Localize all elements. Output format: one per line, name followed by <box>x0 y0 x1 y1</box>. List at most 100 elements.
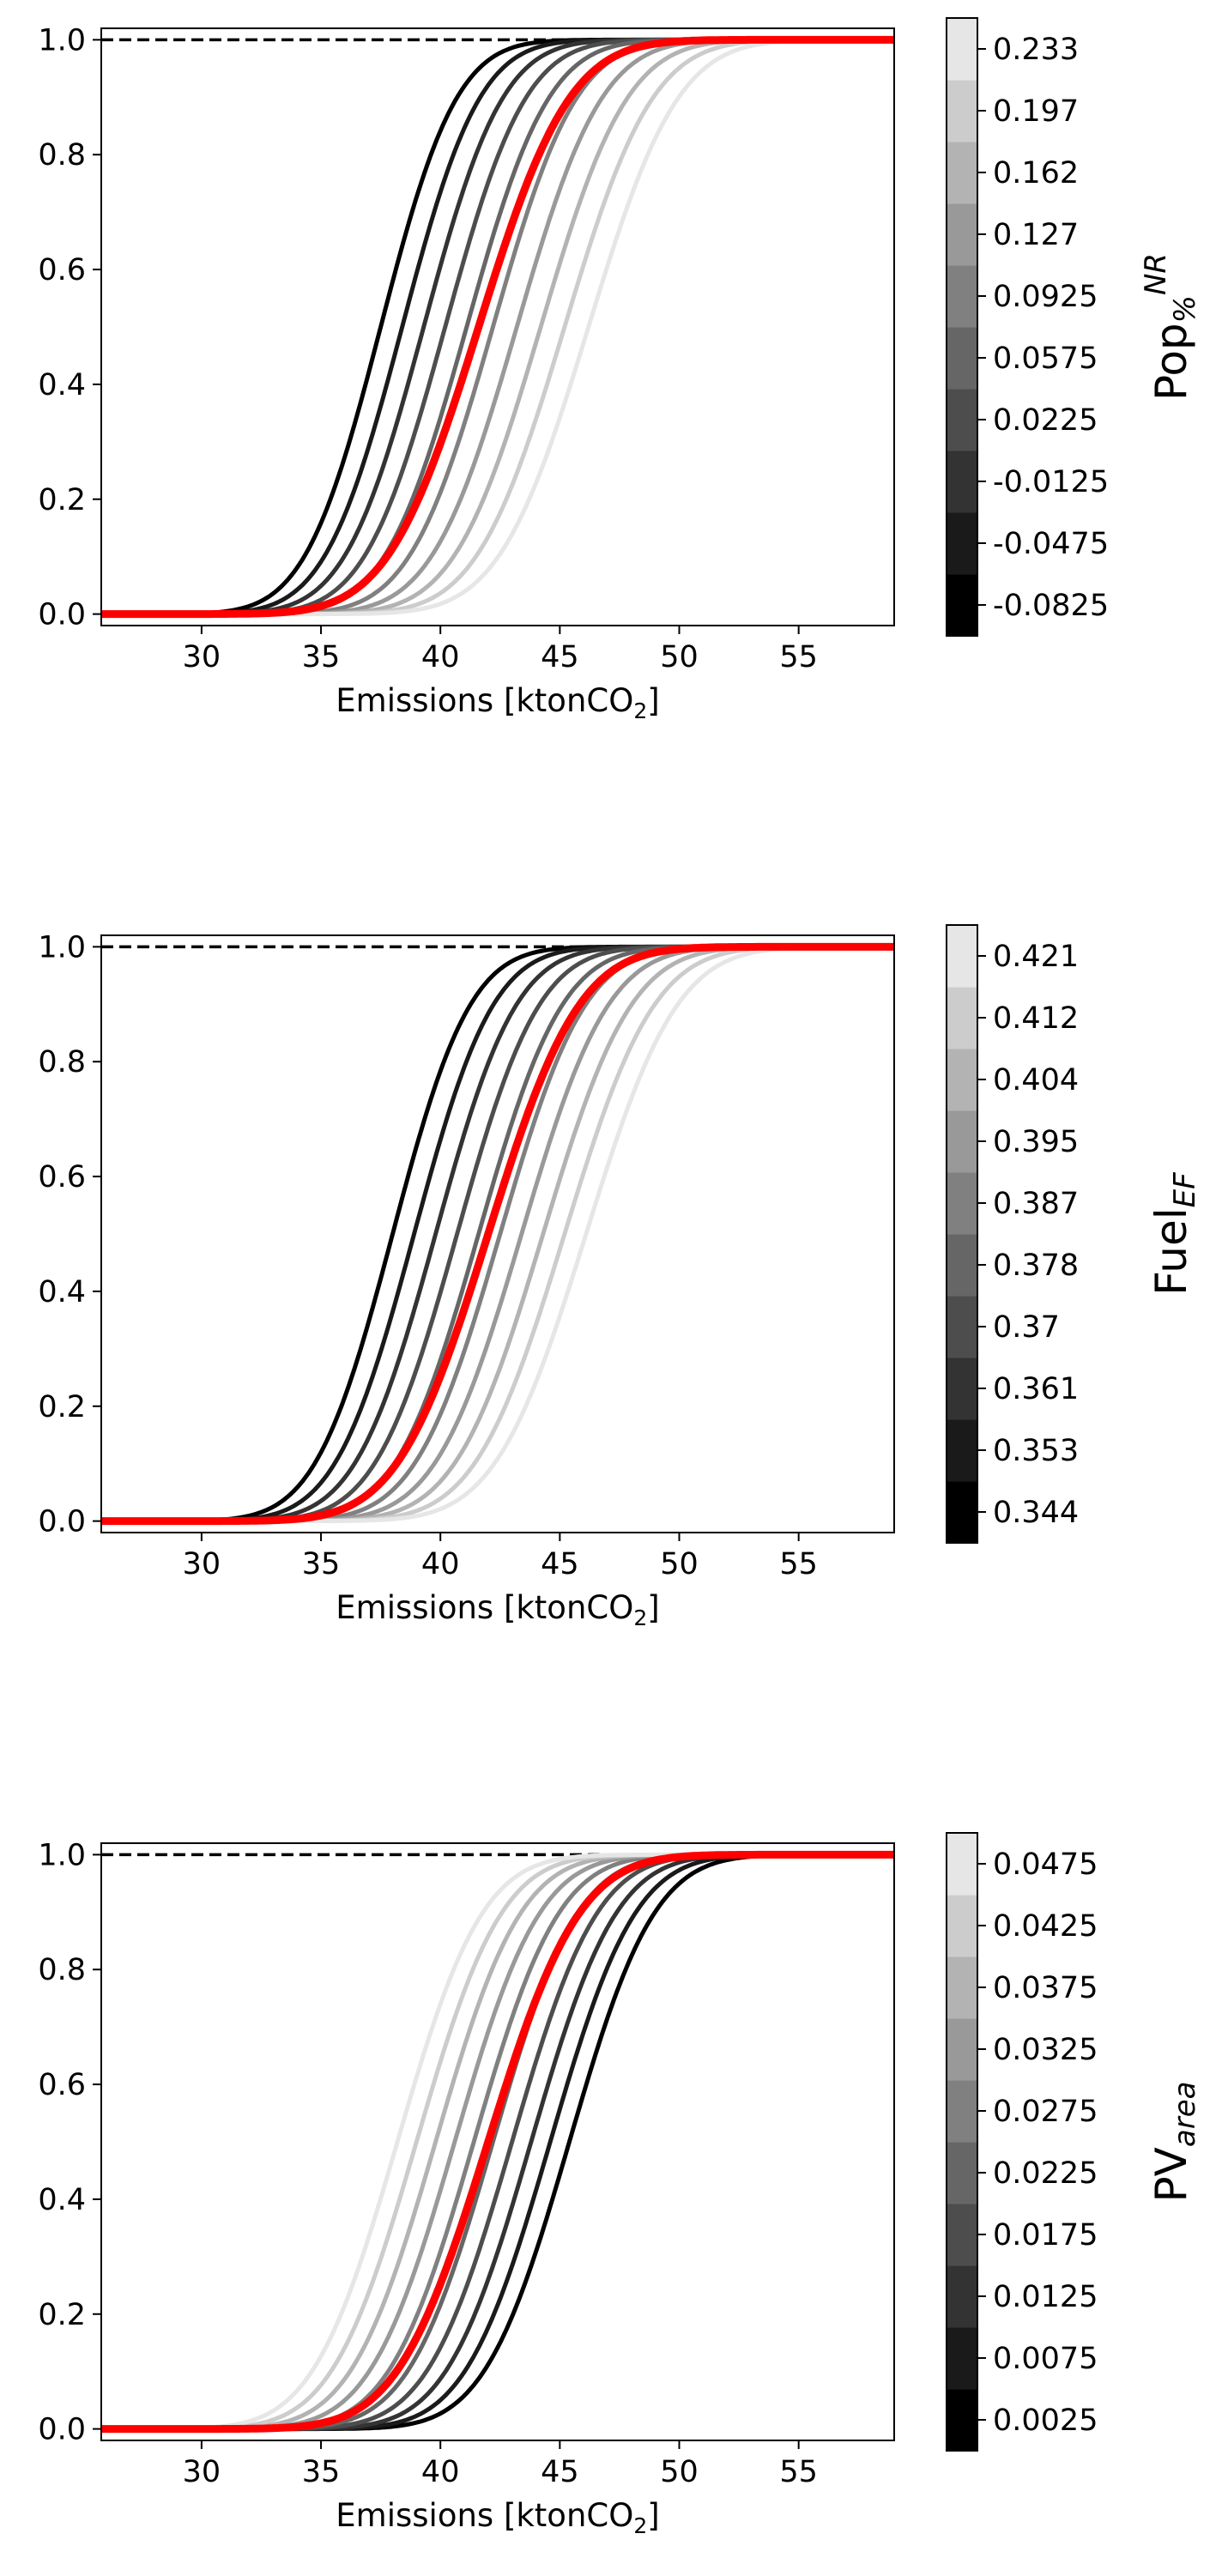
colorbar-label: Pop%NR <box>1139 253 1202 401</box>
colorbar-segment <box>947 327 977 390</box>
y-tick-label: 0.2 <box>38 1390 86 1424</box>
highlight-series-line <box>101 35 894 619</box>
colorbar: 0.0025 0.0075 0.0125 0.0175 0.0225 0.0275 0.03… <box>946 1832 1202 2452</box>
y-tick-label: 0.6 <box>38 1160 86 1194</box>
colorbar-tick-label: 0.0475 <box>993 1847 1098 1882</box>
colorbar-tick-label: 0.0125 <box>993 2280 1098 2314</box>
colorbar-label: PVarea <box>1146 2082 1202 2203</box>
colorbar-segment <box>947 2018 977 2081</box>
colorbar-segment <box>947 18 977 81</box>
chart-panel-1: 30 35 40 45 50 55 0.0 0.2 0.4 0.6 0.8 1.0 Emissions … <box>38 17 1202 723</box>
colorbar-segment <box>947 2265 977 2328</box>
colorbar-tick-label: 0.361 <box>993 1372 1079 1406</box>
series-line-2 <box>101 37 894 617</box>
highlight-series-line <box>101 942 894 1526</box>
colorbar-segment <box>947 1296 977 1358</box>
colorbar: 0.344 0.353 0.361 0.37 0.378 0.387 0.395 0.404 0… <box>946 924 1202 1544</box>
colorbar-tick-label: 0.0375 <box>993 1971 1098 2005</box>
y-tick-label: 0.4 <box>38 2183 86 2217</box>
colorbar-tick-label: 0.0225 <box>993 403 1098 438</box>
series-group <box>101 1850 894 2434</box>
colorbar-segment <box>947 389 977 451</box>
colorbar-segment <box>947 1358 977 1420</box>
y-tick-label: 0.6 <box>38 253 86 287</box>
x-tick-label: 55 <box>779 2455 818 2489</box>
x-tick-label: 35 <box>302 2455 341 2489</box>
colorbar-tick-label: 0.378 <box>993 1249 1079 1283</box>
series-line-9 <box>101 944 894 1524</box>
colorbar-frame <box>946 17 978 637</box>
colorbar-tick-label: -0.0825 <box>993 589 1109 623</box>
series-line-8 <box>101 944 894 1524</box>
colorbar-segment <box>947 1049 977 1111</box>
series-group <box>101 35 894 619</box>
colorbar-segment <box>947 2327 977 2390</box>
colorbar-tick-label: 0.0225 <box>993 2156 1098 2191</box>
chart-panel-2: 30 35 40 45 50 55 0.0 0.2 0.4 0.6 0.8 1.0 Emissions … <box>38 924 1202 1630</box>
colorbar-frame <box>946 924 978 1544</box>
x-tick-label: 35 <box>302 1547 341 1581</box>
colorbar-tick-label: 0.0275 <box>993 2095 1098 2129</box>
axes-frame <box>100 27 895 626</box>
colorbar-tick-label: 0.0075 <box>993 2342 1098 2376</box>
highlight-series-line <box>101 1850 894 2434</box>
colorbar-tick-label: 0.395 <box>993 1125 1079 1159</box>
y-tick-label: 1.0 <box>38 930 86 964</box>
series-line-5 <box>101 944 894 1524</box>
colorbar-segment <box>947 142 977 204</box>
axes-frame <box>100 934 895 1533</box>
colorbar-segment <box>947 1419 977 1482</box>
x-tick-label: 30 <box>183 640 221 674</box>
chart-panel-3: 30 35 40 45 50 55 0.0 0.2 0.4 0.6 0.8 1.0 Emissions … <box>38 1832 1202 2538</box>
colorbar-segment <box>947 1110 977 1173</box>
x-tick-label: 45 <box>541 2455 579 2489</box>
series-line-4 <box>101 944 894 1524</box>
y-tick-label: 0.0 <box>38 598 86 632</box>
series-line-3 <box>101 37 894 617</box>
y-tick-label: 0.6 <box>38 2068 86 2102</box>
series-line-5 <box>101 37 894 617</box>
x-axis-label: Emissions [ktonCO2] <box>336 2497 659 2538</box>
colorbar-segment <box>947 265 977 328</box>
colorbar-tick-label: 0.0575 <box>993 342 1098 376</box>
x-axis-label: Emissions [ktonCO2] <box>336 682 659 723</box>
colorbar-segment <box>947 2204 977 2266</box>
colorbar-tick-label: 0.421 <box>993 940 1079 974</box>
series-line-10 <box>101 944 894 1524</box>
x-tick-label: 40 <box>421 640 460 674</box>
y-tick-label: 0.2 <box>38 483 86 517</box>
colorbar-tick-label: 0.0025 <box>993 2404 1098 2438</box>
colorbar-tick-label: 0.0425 <box>993 1909 1098 1944</box>
x-tick-label: 50 <box>660 2455 699 2489</box>
y-tick-label: 0.8 <box>38 138 86 172</box>
x-tick-label: 30 <box>183 1547 221 1581</box>
colorbar-tick-label: 0.0175 <box>993 2218 1098 2252</box>
x-tick-label: 50 <box>660 640 699 674</box>
axes-frame <box>100 1842 895 2441</box>
x-tick-label: 45 <box>541 1547 579 1581</box>
series-line-1 <box>101 1852 894 2432</box>
colorbar-tick-label: 0.353 <box>993 1434 1079 1468</box>
colorbar-tick-label: -0.0475 <box>993 527 1109 561</box>
colorbar-segment <box>947 1956 977 2019</box>
colorbar-segment <box>947 512 977 575</box>
colorbar-segment <box>947 80 977 142</box>
colorbar-segment <box>947 1172 977 1235</box>
colorbar-segment <box>947 2142 977 2204</box>
colorbar-tick-label: 0.162 <box>993 156 1079 190</box>
series-line-7 <box>101 37 894 617</box>
x-tick-label: 55 <box>779 640 818 674</box>
colorbar-label: FuelEF <box>1146 1172 1202 1296</box>
series-group <box>101 942 894 1526</box>
series-line-6 <box>101 37 894 617</box>
y-tick-label: 1.0 <box>38 23 86 57</box>
x-tick-label: 40 <box>421 2455 460 2489</box>
colorbar-tick-label: 0.37 <box>993 1310 1060 1345</box>
colorbar-tick-label: 0.0325 <box>993 2033 1098 2067</box>
colorbar-tick-label: 0.0925 <box>993 280 1098 314</box>
colorbar-segment <box>947 1895 977 1957</box>
series-line-1 <box>101 944 894 1524</box>
series-line-10 <box>101 37 894 617</box>
colorbar-tick-label: -0.0125 <box>993 465 1109 499</box>
